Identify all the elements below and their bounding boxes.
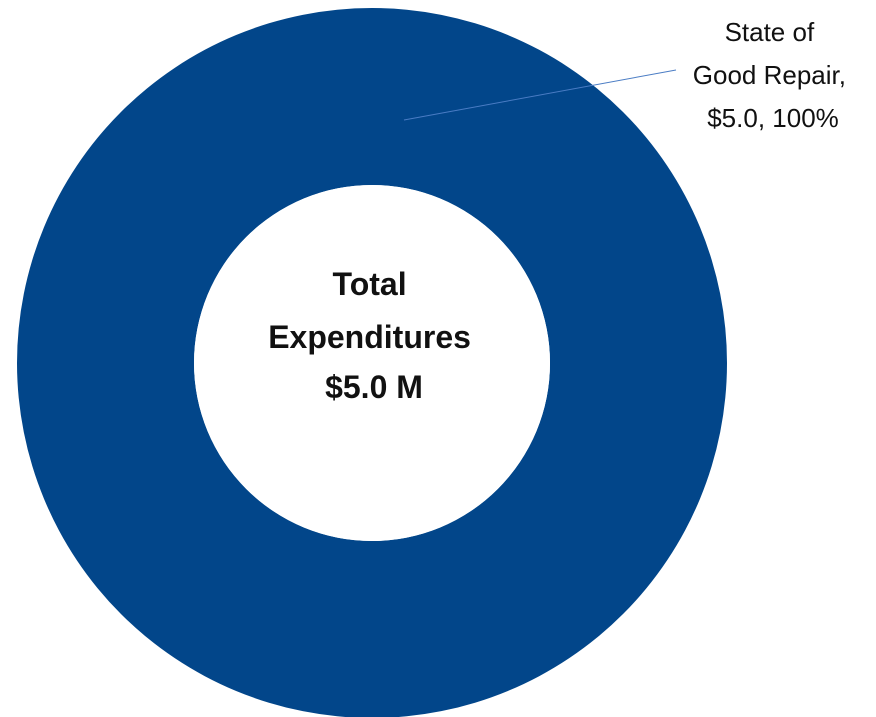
donut-slices xyxy=(17,8,727,717)
center-label-line: Expenditures xyxy=(268,319,471,355)
slice-label-line: State of xyxy=(725,17,815,47)
center-label-line: Total xyxy=(333,266,407,302)
center-label-line: $5.0 M xyxy=(325,369,423,405)
donut-hole xyxy=(194,185,550,541)
slice-label-line: $5.0, 100% xyxy=(707,103,839,133)
center-total-label: Total Expenditures $5.0 M xyxy=(268,266,480,405)
donut-slice xyxy=(17,8,727,717)
slice-label-leader-line xyxy=(403,69,677,121)
slice-label-line: Good Repair, xyxy=(693,60,846,90)
slice-label: State of Good Repair, $5.0, 100% xyxy=(693,17,853,133)
